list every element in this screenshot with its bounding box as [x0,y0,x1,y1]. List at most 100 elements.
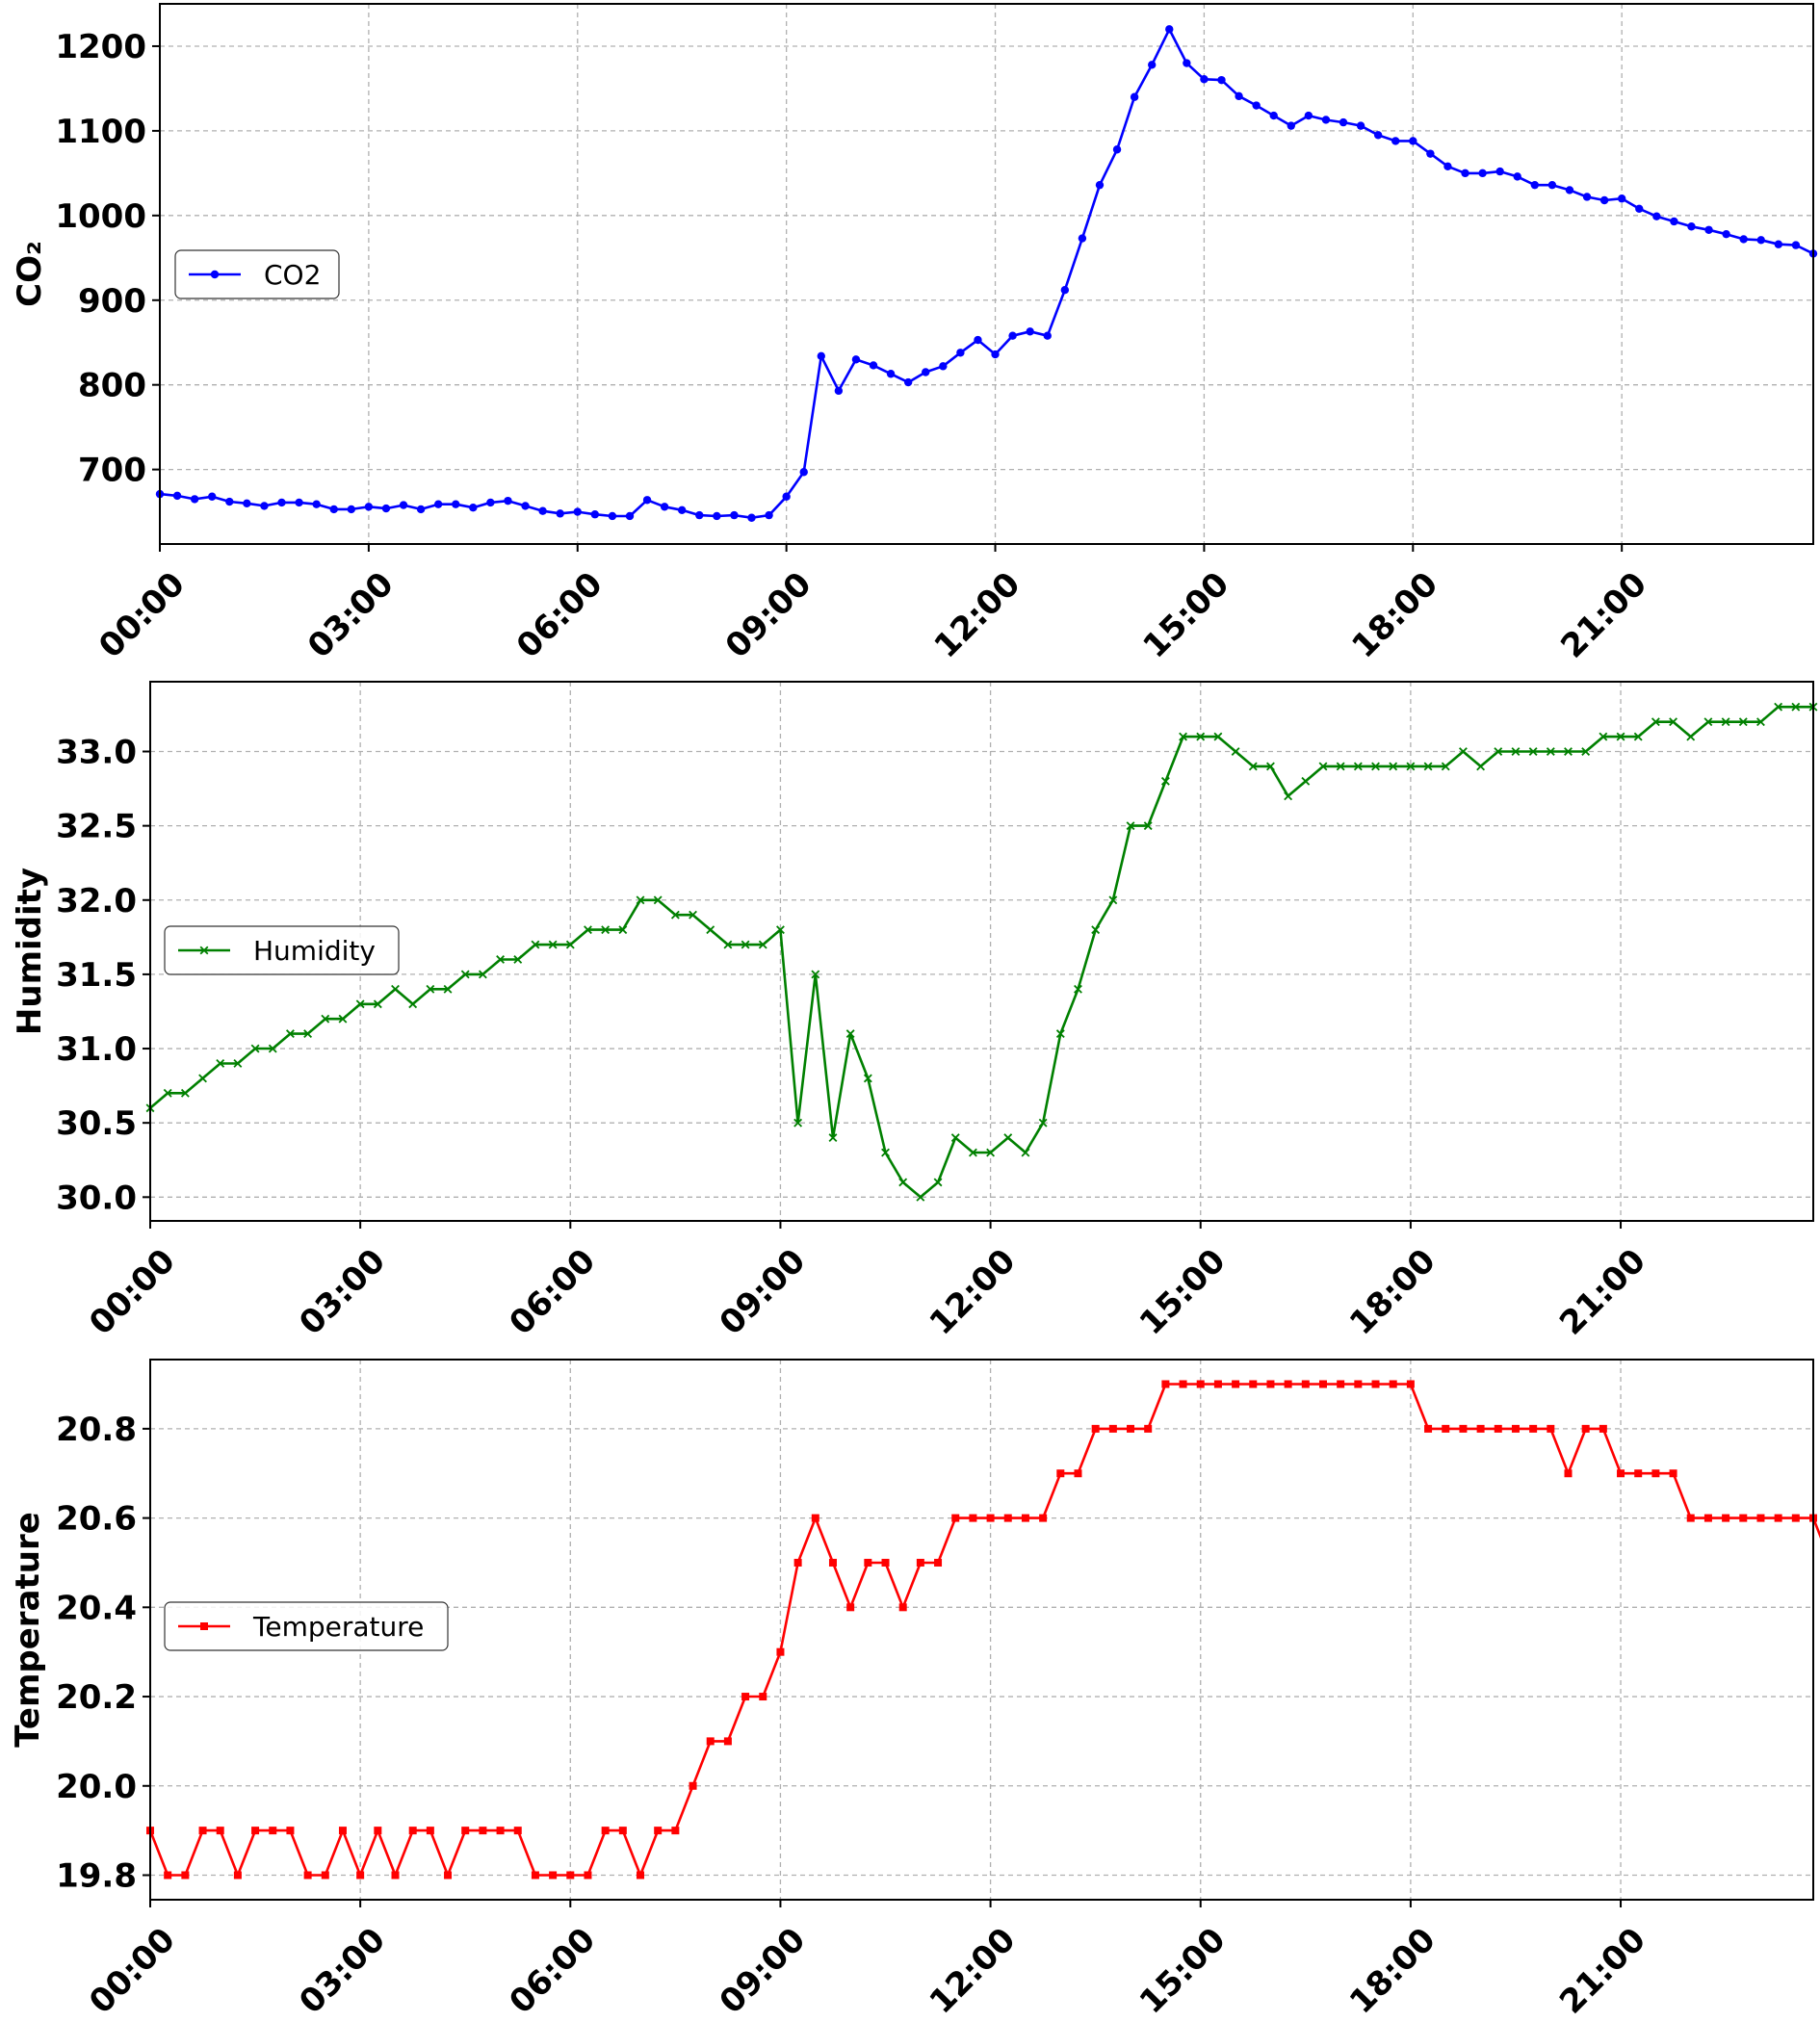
data-point [1652,212,1661,220]
y-tick-label: 20.0 [56,1768,137,1806]
data-point [1196,732,1206,741]
data-point [1722,1514,1730,1522]
x-tick-label: 15:00 [1136,565,1237,666]
data-point [1443,162,1452,171]
plot-frame [159,3,1814,545]
data-point [251,1827,260,1835]
x-tick-label: 15:00 [1132,1242,1234,1343]
data-point [1266,1380,1275,1388]
data-point [399,501,408,509]
data-point [1074,1469,1082,1478]
data-point [636,895,645,905]
y-tick-label: 1200 [55,28,146,66]
data-point [164,1871,172,1879]
data-point [573,507,582,516]
data-point [479,1827,487,1835]
data-point [312,500,321,508]
data-point [1670,217,1678,226]
data-point [381,504,391,513]
data-point [678,506,687,515]
data-point [758,940,767,949]
data-point [1095,180,1105,190]
data-point [1112,145,1122,154]
data-point [1441,762,1450,771]
data-point [660,503,669,511]
data-point [898,1603,907,1612]
data-point [198,1827,207,1835]
data-point [723,940,733,949]
data-point [1217,75,1226,85]
data-point [956,349,965,357]
x-tick-label: 18:00 [1344,565,1445,666]
data-point [1756,717,1765,727]
data-point [799,468,808,477]
data-point [1617,1469,1625,1478]
y-tick-label: 1000 [55,197,146,236]
data-point [416,505,426,514]
data-point [793,1558,802,1567]
series-line-humidity [149,705,1813,1199]
data-point [1564,1469,1573,1478]
data-point [1160,776,1170,786]
data-point [706,925,715,935]
data-point [233,1871,242,1879]
data-point [1389,1380,1397,1388]
data-point [1130,92,1139,101]
data-point [1252,101,1261,110]
plot-frame [149,681,1814,1222]
data-point [1143,821,1153,831]
x-tick-label: 21:00 [1552,1242,1653,1343]
data-point [426,984,435,994]
data-point [549,1871,558,1879]
data-point [765,510,773,520]
data-point [608,511,617,521]
data-point [951,1514,960,1522]
data-point [172,491,182,501]
data-point [1756,236,1765,245]
y-tick-label: 31.5 [56,956,137,995]
data-point [260,502,269,510]
data-point [225,497,234,506]
data-point [1426,149,1435,158]
data-point [1581,747,1591,756]
data-point [730,510,739,520]
legend: CO2 [174,249,340,299]
legend-label: CO2 [264,259,321,291]
data-point [190,495,199,504]
data-point [1495,167,1504,176]
data-point [939,362,948,371]
x-tick-label: 18:00 [1342,1242,1443,1343]
data-point [303,1871,312,1879]
data-point [898,1178,908,1187]
data-point [950,1133,960,1143]
data-point [1287,121,1295,130]
data-point [1704,225,1713,234]
data-point [1003,1133,1013,1143]
data-point [1406,1380,1415,1388]
data-point [1581,1424,1590,1433]
y-axis-label: Temperature [9,1512,47,1748]
data-point [811,970,820,979]
data-point [670,910,680,920]
data-point [1633,732,1643,741]
x-tick-label: 00:00 [91,565,193,666]
data-point [1078,234,1087,243]
x-tick-label: 15:00 [1132,1921,1234,2022]
data-point [1391,137,1400,145]
data-point [1235,91,1243,101]
data-point [1494,1424,1502,1433]
data-point [1774,702,1783,712]
data-point [1091,925,1101,935]
data-point [1231,747,1240,756]
data-point [654,1827,663,1835]
data-point [1074,984,1082,994]
data-point [486,498,495,507]
data-point [1165,25,1174,34]
data-point [243,499,251,507]
data-point [1371,1380,1380,1388]
data-point [1003,1514,1012,1522]
data-point [1021,1514,1029,1522]
data-point [1546,747,1555,756]
y-tick-label: 20.6 [56,1500,137,1539]
legend-marker [199,946,209,955]
